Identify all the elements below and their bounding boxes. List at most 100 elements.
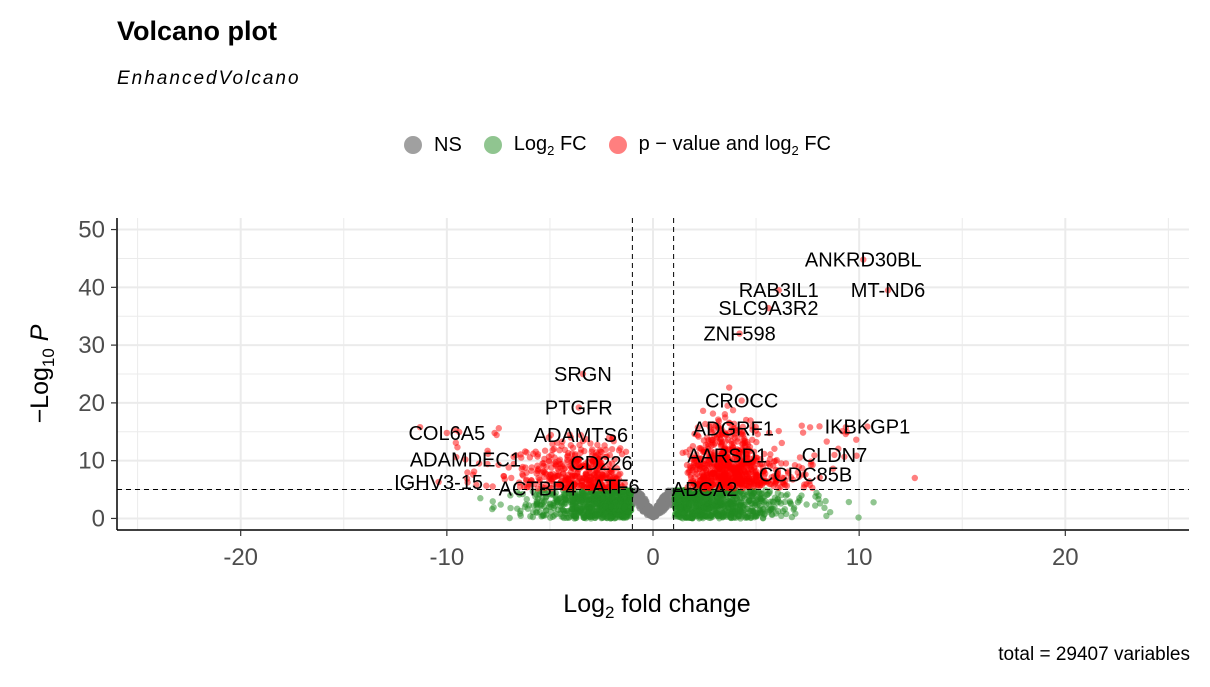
data-point: [839, 427, 846, 435]
data-point: [701, 464, 708, 472]
legend-item-log2fc: Log2 FC: [483, 133, 587, 158]
data-point: [692, 462, 700, 469]
data-point: [685, 468, 693, 476]
data-point: [706, 505, 713, 513]
data-point: [501, 476, 509, 483]
data-point: [552, 461, 560, 468]
data-point: [771, 503, 778, 511]
data-point: [523, 496, 530, 503]
data-point: [729, 406, 737, 414]
data-point: [823, 512, 830, 520]
data-point: [621, 480, 628, 487]
data-point: [571, 481, 578, 488]
data-point: [609, 434, 617, 441]
data-point: [718, 425, 725, 433]
data-point: [622, 514, 630, 521]
points: [416, 256, 919, 522]
data-point: [752, 510, 759, 517]
data-point: [513, 488, 521, 495]
data-point: [816, 423, 823, 430]
x-tick-label: -20: [223, 544, 258, 571]
data-point: [725, 419, 733, 426]
data-point: [748, 459, 755, 466]
data-point: [558, 513, 565, 520]
data-point: [707, 436, 715, 444]
data-point: [786, 499, 794, 507]
gene-label: CROCC: [705, 391, 778, 413]
data-point: [549, 446, 556, 454]
data-point: [477, 495, 484, 502]
legend-label-pvalue-and-log2fc: p − value and log2 FC: [638, 132, 831, 158]
data-point: [743, 472, 750, 480]
data-point: [615, 447, 623, 454]
x-axis-title: Log2 fold change: [563, 590, 750, 622]
data-point: [801, 481, 808, 488]
y-tick-label: 20: [78, 390, 105, 417]
gene-label: MT-ND6: [851, 280, 925, 302]
data-point: [612, 489, 619, 496]
data-point: [613, 465, 621, 472]
x-tick-label: 20: [1052, 544, 1079, 571]
data-point: [578, 508, 585, 516]
grid: [117, 218, 1189, 530]
data-point: [525, 502, 532, 509]
data-point: [686, 501, 693, 508]
data-point: [574, 464, 581, 472]
data-point: [584, 463, 592, 471]
data-point: [711, 432, 718, 439]
data-point: [612, 499, 619, 506]
legend-swatch-log2fc: [483, 136, 502, 154]
data-point: [772, 510, 780, 517]
data-point: [721, 471, 729, 479]
data-point: [765, 429, 773, 437]
data-point: [598, 449, 605, 456]
data-point: [787, 473, 795, 481]
data-point: [711, 451, 718, 459]
data-point: [687, 489, 695, 497]
data-point: [533, 501, 540, 509]
data-point: [779, 507, 787, 515]
y-tick-label: 50: [78, 217, 105, 244]
data-point: [765, 506, 772, 513]
data-point: [539, 460, 546, 467]
data-point: [495, 425, 502, 432]
data-point: [753, 501, 761, 509]
y-tick-label: 10: [78, 448, 105, 475]
data-point: [569, 444, 577, 451]
data-point: [554, 482, 562, 490]
chart-title: Volcano plot: [117, 16, 277, 46]
data-point: [559, 463, 566, 470]
data-point: [510, 460, 517, 468]
data-point: [693, 470, 700, 478]
data-point: [512, 452, 520, 459]
data-point: [716, 438, 723, 446]
gene-label: PTGFR: [545, 398, 613, 420]
data-point: [775, 427, 782, 435]
data-point: [747, 514, 755, 521]
data-point: [517, 451, 524, 458]
data-point: [829, 465, 837, 472]
data-point: [724, 459, 731, 466]
data-point: [811, 452, 818, 459]
data-point: [633, 488, 640, 495]
data-point: [643, 501, 650, 508]
data-point: [489, 498, 496, 505]
data-point: [755, 488, 763, 496]
data-point: [729, 461, 736, 468]
data-point: [742, 442, 749, 449]
data-point: [761, 478, 768, 486]
data-point: [754, 460, 761, 468]
data-point: [602, 453, 609, 461]
data-point: [724, 402, 731, 409]
data-point: [738, 499, 745, 506]
data-point: [505, 464, 512, 471]
data-point: [508, 474, 515, 482]
data-point: [705, 473, 713, 480]
data-point: [731, 454, 738, 462]
data-point: [771, 445, 778, 452]
data-point: [691, 510, 699, 518]
data-point: [816, 474, 823, 481]
data-point: [583, 500, 591, 507]
data-point: [794, 498, 802, 506]
